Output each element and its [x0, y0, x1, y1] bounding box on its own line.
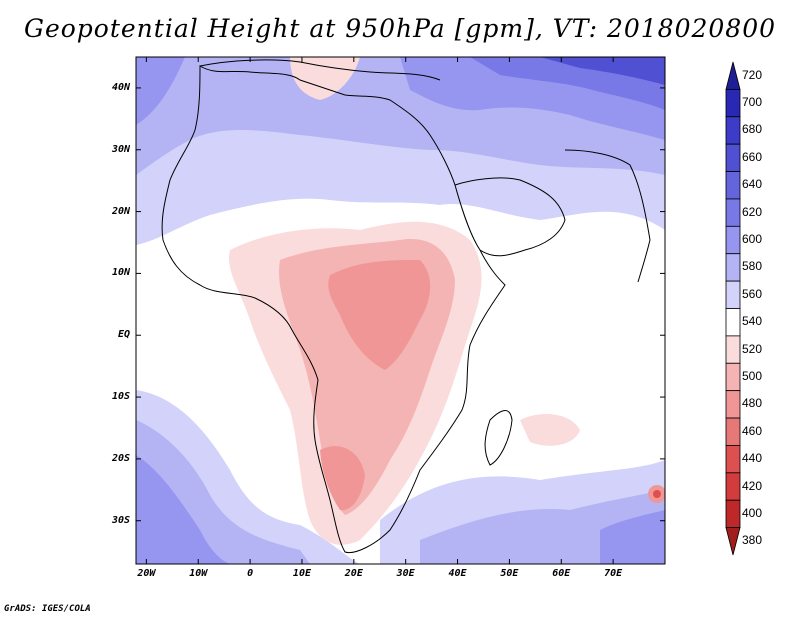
colorbar-swatch [725, 499, 741, 529]
lon-tick-label: 10E [292, 568, 311, 579]
axis-ticks [136, 57, 665, 564]
contour-south-600 [136, 455, 230, 564]
lat-tick-label: 30S [111, 514, 130, 526]
lon-tick-label: 40E [448, 568, 467, 579]
contour-io-520 [520, 414, 580, 446]
coastlines [161, 59, 651, 554]
lat-tick-label: 20N [111, 205, 130, 217]
colorbar-swatch [725, 308, 741, 337]
colorbar-level-label: 720 [742, 67, 763, 82]
colorbar-swatch [725, 280, 741, 309]
colorbar-level-label: 540 [742, 314, 763, 329]
colorbar-swatch [725, 143, 741, 172]
colorbar-level-label: 380 [742, 533, 763, 548]
lon-tick-label: 70E [604, 568, 623, 579]
chart-title: Geopotential Height at 950hPa [gpm], VT:… [23, 14, 777, 43]
colorbar-level-label: 700 [742, 95, 763, 110]
colorbar-level-label: 400 [742, 505, 763, 520]
lon-tick-label: 0 [247, 568, 254, 579]
contour-660 [540, 57, 665, 85]
contour-se-600 [600, 510, 665, 564]
colorbar-swatch [725, 527, 741, 556]
colorbar-level-label: 580 [742, 259, 763, 274]
contour-480 [328, 260, 431, 370]
colorbar-swatch [725, 171, 741, 200]
colorbar-swatch [725, 225, 741, 255]
colorbar-swatch [725, 61, 741, 90]
colorbar-level-label: 500 [742, 368, 763, 383]
lon-tick-label: 60E [552, 568, 571, 579]
contour-480-south [320, 446, 365, 511]
lat-tick-label: 40N [111, 81, 130, 93]
colorbar-swatch [725, 445, 741, 474]
colorbar-level-label: 640 [742, 177, 763, 192]
colorbar-swatch [725, 472, 741, 501]
colorbar-swatch [725, 253, 741, 282]
colorbar-swatch [725, 116, 741, 145]
africa-coastline [161, 65, 506, 554]
lon-tick-label: 30E [396, 568, 415, 579]
colorbar-swatch [725, 88, 741, 118]
colorbar-swatch [725, 390, 741, 419]
colorbar-swatch [725, 417, 741, 446]
madagascar-coastline [484, 410, 513, 466]
contour-west-600 [136, 57, 185, 125]
lon-tick-label: 10W [189, 568, 208, 579]
lon-tick-label: 20W [137, 568, 156, 579]
colorbar-level-label: 480 [742, 396, 763, 411]
colorbar-level-label: 520 [742, 341, 763, 356]
lon-tick-label: 20E [344, 568, 363, 579]
lat-tick-label: 10N [111, 267, 130, 279]
colorbar-level-label: 440 [742, 451, 763, 466]
arabia-coastline [454, 177, 566, 257]
lat-tick-label: 20S [111, 452, 130, 464]
footer-credit: GrADS: IGES/COLA [4, 604, 91, 614]
europe-coastline [199, 59, 441, 81]
lon-tick-label: 50E [500, 568, 519, 579]
lat-tick-label: 30N [111, 143, 130, 155]
colorbar-level-label: 560 [742, 286, 763, 301]
colorbar-level-label: 420 [742, 478, 763, 493]
colorbar-swatch [725, 198, 741, 227]
colorbar-level-label: 460 [742, 423, 763, 438]
colorbar-swatch [725, 335, 741, 364]
colorbar-level-label: 660 [742, 149, 763, 164]
colorbar-level-label: 620 [742, 204, 763, 219]
colorbar-swatch [725, 362, 741, 392]
map-frame [135, 56, 666, 565]
contour-io-440 [653, 490, 661, 498]
contour-med-520 [290, 57, 360, 100]
india-coastline [564, 149, 651, 283]
lat-tick-label: 10S [111, 391, 130, 403]
lat-tick-label: EQ [117, 329, 130, 341]
colorbar-level-label: 600 [742, 232, 763, 247]
colorbar-level-label: 680 [742, 122, 763, 137]
